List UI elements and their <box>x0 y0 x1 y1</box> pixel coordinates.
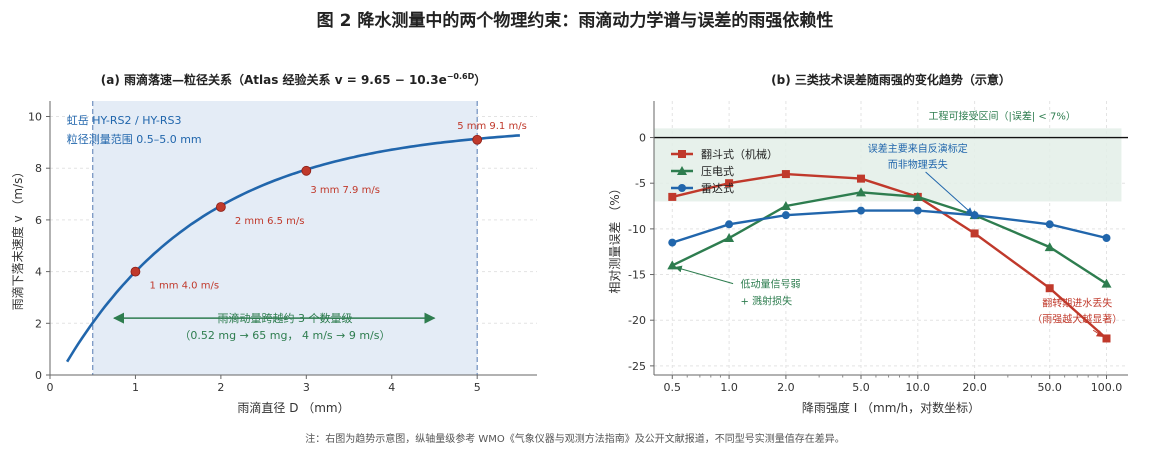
chart-a-x-tick-label: 0 <box>47 381 54 394</box>
chart-b-y-tick-label: -15 <box>628 269 646 282</box>
chart-b-x-tick-label: 2.0 <box>777 381 795 394</box>
chart-b-series-line <box>671 191 1108 285</box>
chart-b-radar-note-arrow <box>925 171 974 215</box>
chart-a-x-tick-label: 5 <box>474 381 481 394</box>
legend-label: 雷达式 <box>701 182 734 195</box>
chart-b-x-tick-label: 100.0 <box>1091 381 1123 394</box>
chart-a-title-end: ） <box>474 72 486 87</box>
figure-title: 图 2 降水测量中的两个物理约束：雨滴动力学谱与误差的雨强依赖性 <box>316 11 834 31</box>
chart-a-title-sup: −0.6D <box>447 72 475 81</box>
chart-b-data-point <box>1102 334 1111 343</box>
chart-b-data-point <box>970 211 979 220</box>
legend-swatch-marker <box>678 184 686 192</box>
chart-a-y-tick-label: 0 <box>35 369 42 382</box>
chart-b-title: (b) 三类技术误差随雨强的变化趋势（示意） <box>771 72 1011 87</box>
chart-b-data-point <box>1045 284 1054 293</box>
chart-b-data-point <box>1101 278 1112 288</box>
chart-a-y-tick-label: 8 <box>35 162 42 175</box>
chart-b-x-tick-label: 5.0 <box>852 381 870 394</box>
chart-b-data-point <box>1045 220 1054 229</box>
chart-b-x-tick-label: 0.5 <box>664 381 682 394</box>
chart-b-data-point <box>781 211 790 220</box>
legend-swatch-marker <box>678 150 686 158</box>
chart-a-title: (a) 雨滴落速—粒径关系（Atlas 经验关系 v = 9.65 − 10.3… <box>101 72 487 87</box>
chart-a-data-point <box>472 134 483 145</box>
chart-b-y-tick-label: -25 <box>628 360 646 373</box>
chart-a-x-tick-label: 4 <box>388 381 395 394</box>
chart-a-y-tick-label: 6 <box>35 214 42 227</box>
chart-a-point-label: 3 mm 7.9 m/s <box>310 185 380 196</box>
chart-b-y-tick-label: 0 <box>639 132 646 145</box>
chart-a-y-tick-label: 10 <box>28 111 42 124</box>
chart-b-piezo-note-2: + 溅射损失 <box>741 294 793 307</box>
chart-a-x-tick-label: 1 <box>132 381 139 394</box>
chart-a-title-main: (a) 雨滴落速—粒径关系（Atlas 经验关系 v = 9.65 − 10.3… <box>101 72 447 87</box>
chart-b-data-point <box>725 220 734 229</box>
chart-b-tipping-note-2: （雨强越大越显著） <box>1032 313 1122 326</box>
chart-b-y-label: 相对测量误差 （%） <box>608 182 622 293</box>
chart-b-series-line <box>671 209 1107 244</box>
chart-b-piezo-note-arrow <box>674 265 734 285</box>
chart-a-x-tick-label: 3 <box>303 381 310 394</box>
chart-a-curve <box>65 134 520 363</box>
figure-note: 注：右图为趋势示意图，纵轴量级参考 WMO《气象仪器与观测方法指南》及公开文献报… <box>305 434 845 445</box>
chart-b-series-line <box>672 172 1108 340</box>
chart-b-x-tick-label: 10.0 <box>906 381 931 394</box>
chart-b-acceptable-label: 工程可接受区间（|误差| < 7%） <box>929 109 1076 122</box>
chart-a-point-label: 1 mm 4.0 m/s <box>149 281 219 292</box>
chart-b-y-tick-label: -20 <box>628 314 646 327</box>
chart-b-x-tick-label: 20.0 <box>962 381 987 394</box>
chart-a-y-tick-label: 2 <box>35 317 42 330</box>
chart-b-data-point <box>1102 234 1111 242</box>
legend-label: 翻斗式（机械） <box>701 147 778 161</box>
chart-a-span-note-2: （0.52 mg → 65 mg， 4 m/s → 9 m/s） <box>179 329 390 342</box>
chart-b-tipping-note-arrow <box>1092 329 1104 338</box>
chart-a-x-label: 雨滴直径 D （mm） <box>237 400 349 415</box>
chart-b-data-point <box>913 206 922 215</box>
chart-b-data-point <box>725 179 734 188</box>
chart-a-point-label: 5 mm 9.1 m/s <box>457 121 527 132</box>
chart-a-y-tick-label: 4 <box>35 266 42 279</box>
chart-b-data-point <box>970 229 979 238</box>
chart-b-data-point <box>912 191 923 201</box>
chart-b-radar-note-2: 而非物理丢失 <box>888 158 948 171</box>
chart-b-tipping-note-1: 翻转期进水丢失 <box>1042 297 1112 310</box>
chart-b-x-label: 降雨强度 I （mm/h，对数坐标） <box>802 400 980 415</box>
legend-swatch-marker <box>677 166 687 175</box>
chart-b-data-point <box>668 192 677 201</box>
chart-b-data-point <box>856 174 865 183</box>
chart-a-data-point <box>215 202 226 212</box>
chart-a-data-point <box>130 266 141 277</box>
chart-b-radar-note-1: 误差主要来自反演标定 <box>868 142 968 155</box>
chart-b-data-point <box>1044 242 1055 252</box>
chart-b-piezo-note-1: 低动量信号弱 <box>741 277 801 290</box>
chart-b-y-tick-label: -5 <box>635 177 646 190</box>
chart-b-data-point <box>724 233 735 242</box>
chart-b-data-point <box>781 170 790 179</box>
chart-a-data-point <box>301 165 312 176</box>
chart-b-y-tick-label: -10 <box>628 223 646 236</box>
chart-b-data-point <box>780 201 791 211</box>
legend-label: 压电式 <box>701 165 734 178</box>
chart-a-point-label: 2 mm 6.5 m/s <box>235 216 305 227</box>
chart-b-data-point <box>856 206 865 215</box>
chart-b-data-point <box>668 238 677 247</box>
chart-b-data-point <box>667 260 678 270</box>
chart-a-x-tick-label: 2 <box>217 381 224 394</box>
chart-a-span-note-1: 雨滴动量跨越约 3 个数量级 <box>217 311 352 325</box>
chart-b-acceptable-band <box>654 128 1122 202</box>
chart-b-x-tick-label: 1.0 <box>720 381 738 394</box>
chart-b-x-tick-label: 50.0 <box>1037 381 1062 394</box>
chart-a-y-label: 雨滴下落末速度 v （m/s） <box>10 166 25 311</box>
chart-b-data-point <box>855 187 866 197</box>
chart-a-band-label-1: 虹岳 HY-RS2 / HY-RS3 <box>67 114 182 127</box>
chart-a-band-label-2: 粒径测量范围 0.5–5.0 mm <box>67 132 202 146</box>
